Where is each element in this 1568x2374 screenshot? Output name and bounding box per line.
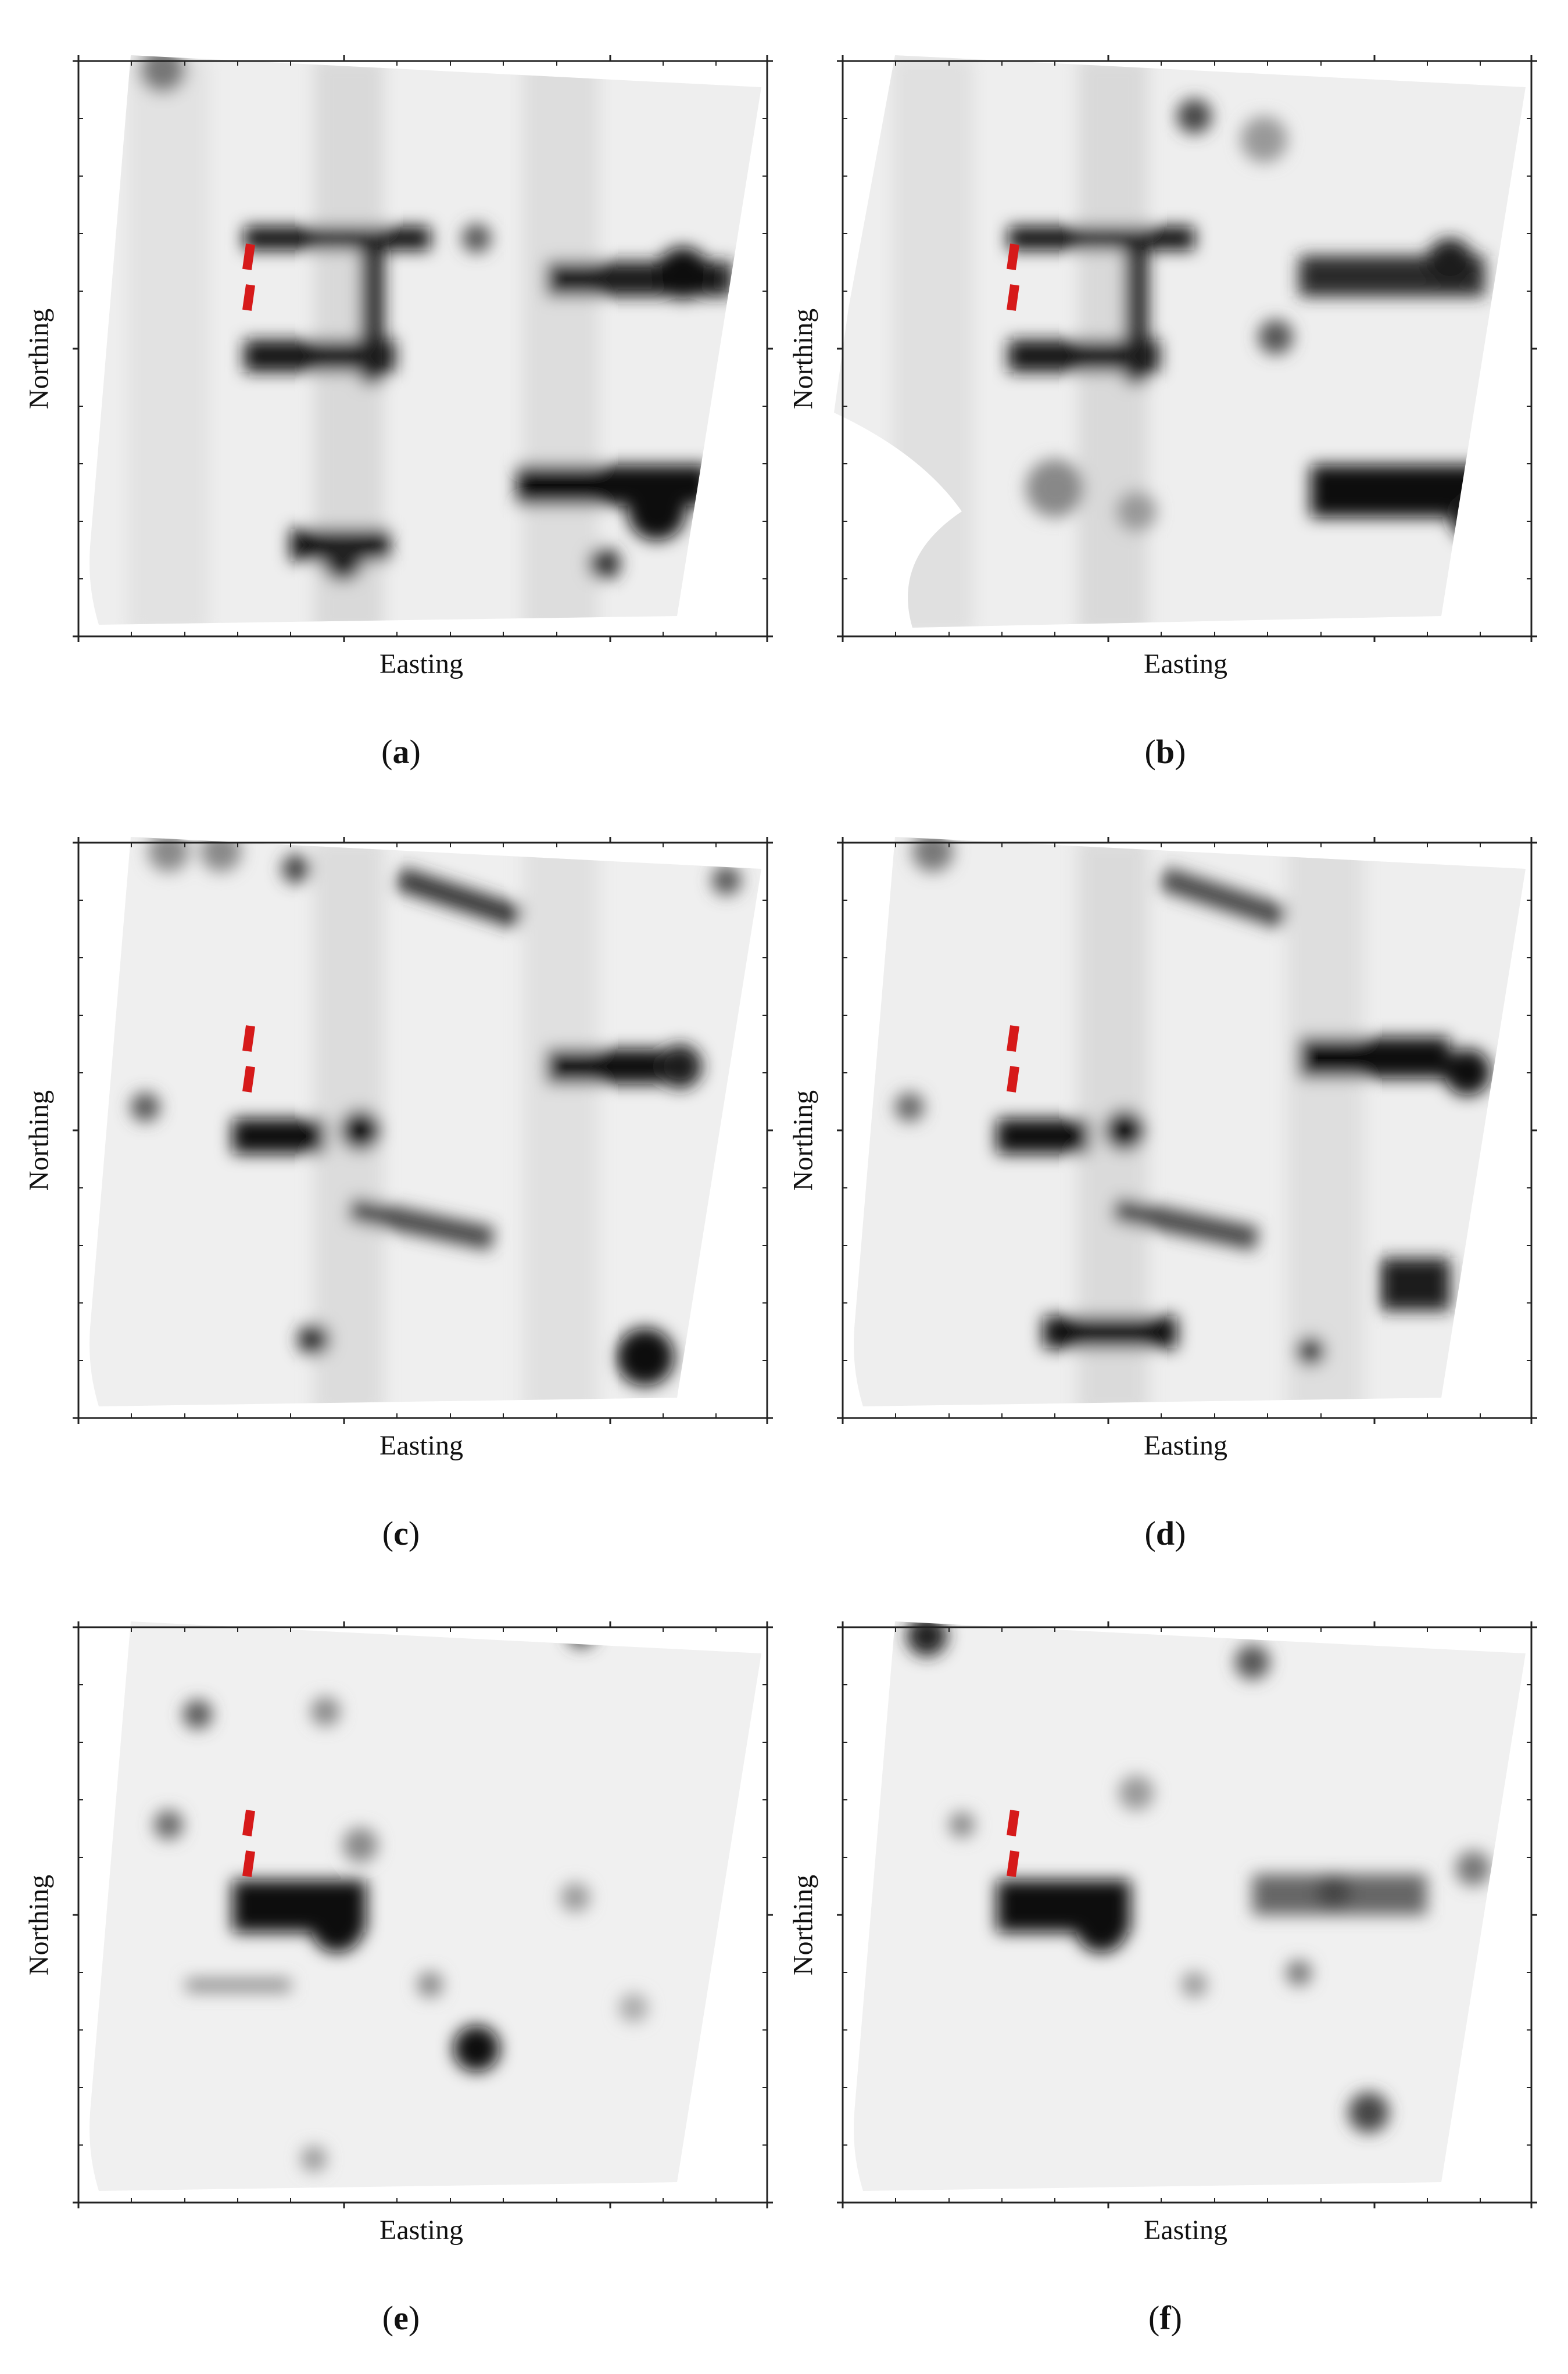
y-axis-label: Northing (787, 1874, 819, 1976)
map-e (73, 1621, 773, 2208)
frame-b (837, 55, 1537, 642)
frame-c (73, 837, 773, 1424)
panel-caption: (e) (382, 2299, 420, 2337)
panel-c: Northing Easting (c) (23, 817, 779, 1589)
panel-caption: (b) (1144, 733, 1186, 771)
x-axis-label: Easting (1144, 2215, 1227, 2246)
panel-d: Northing Easting (d) (787, 817, 1543, 1589)
panel-f: Northing Easting (f) (787, 1601, 1543, 2374)
survey-markers-c (242, 1025, 255, 1093)
y-axis-label: Northing (23, 1874, 55, 1976)
x-axis-label: Easting (380, 1430, 463, 1461)
y-axis-label: Northing (23, 308, 55, 410)
y-axis-label: Northing (23, 1090, 55, 1191)
map-a (73, 55, 773, 642)
survey-markers-f (1007, 1810, 1019, 1877)
map-f (837, 1621, 1537, 2208)
x-axis-label: Easting (380, 2215, 463, 2246)
survey-markers-b (1007, 244, 1019, 311)
panel-e: Northing Easting (e) (23, 1601, 779, 2374)
y-axis-label: Northing (787, 1090, 819, 1191)
map-c (73, 837, 773, 1424)
survey-area-c (90, 837, 761, 1406)
frame-e (73, 1621, 773, 2208)
y-axis-label: Northing (787, 308, 819, 410)
survey-markers-a (242, 244, 255, 311)
panel-caption: (f) (1148, 2299, 1182, 2337)
frame-d (837, 837, 1537, 1424)
survey-area-e (90, 1621, 761, 2191)
panel-a: Northing Easting (a) (23, 35, 779, 808)
frame-f (837, 1621, 1537, 2208)
x-axis-label: Easting (1144, 649, 1227, 679)
map-b (834, 55, 1537, 642)
frame-a (73, 55, 773, 642)
x-axis-label: Easting (380, 649, 463, 679)
survey-area-a (90, 55, 761, 625)
x-axis-label: Easting (1144, 1430, 1227, 1461)
panel-caption: (c) (382, 1514, 420, 1552)
survey-markers-d (1007, 1025, 1019, 1093)
survey-area-f (854, 1621, 1526, 2191)
panel-caption: (d) (1144, 1514, 1186, 1552)
survey-area-d (854, 837, 1526, 1406)
figure-grid: Northing Easting (a) (23, 35, 1543, 2337)
survey-markers-e (242, 1810, 255, 1877)
map-d (837, 837, 1537, 1424)
panel-caption: (a) (381, 733, 421, 771)
panel-b: Northing Easting (b) (787, 35, 1543, 808)
survey-area-b (834, 55, 1526, 628)
